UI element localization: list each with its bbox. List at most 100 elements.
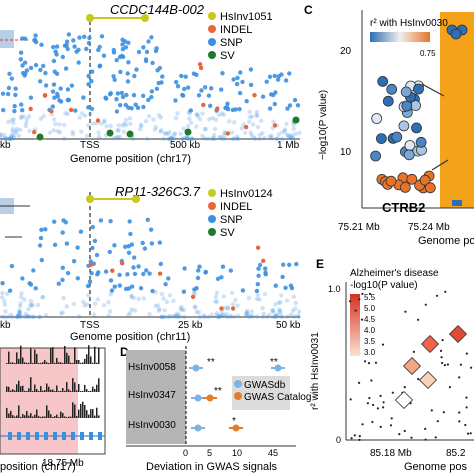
- snp-point: [286, 135, 292, 140]
- snp-point: [126, 40, 131, 45]
- snp-point: [38, 67, 43, 73]
- panel-d-xlabel: Deviation in GWAS signals: [146, 461, 278, 473]
- f-track-bar: [52, 347, 54, 364]
- panel-d: D HsInv0058 HsInv0347 HsInv0030 GWASdb G…: [120, 345, 311, 473]
- snp-point: [115, 134, 120, 140]
- e-snp-point: [389, 424, 393, 427]
- snp-point: [134, 67, 139, 72]
- snp-point: [86, 40, 92, 46]
- snp-point: [81, 95, 86, 100]
- snp-point: [97, 64, 102, 69]
- snp-point: [291, 126, 296, 132]
- snp-point: [57, 130, 63, 135]
- snp-point: [155, 303, 161, 308]
- snp-point: [216, 314, 222, 320]
- f-track-bar: [96, 407, 98, 418]
- snp-point: [167, 293, 173, 298]
- snp-point: [133, 102, 138, 107]
- e-snp-point: [353, 434, 356, 437]
- snp-point: [6, 119, 11, 125]
- snp-point: [209, 136, 215, 142]
- f-track-bar: [48, 386, 50, 392]
- e-snp-point: [403, 386, 406, 389]
- legend-a-sv-dot: [208, 51, 216, 59]
- panel-d-legend-catalog-dot: [234, 392, 242, 400]
- c-point: [386, 83, 398, 95]
- snp-point: [116, 123, 121, 128]
- snp-point: [132, 255, 137, 260]
- panel-d-xtick-10: 10: [232, 448, 242, 458]
- snp-point: [257, 297, 262, 302]
- snp-point: [76, 47, 81, 52]
- e-snp-point: [446, 363, 449, 366]
- snp-point: [217, 135, 222, 140]
- snp-point: [11, 135, 17, 141]
- f-track-bar: [84, 358, 86, 364]
- snp-point: [173, 98, 178, 103]
- snp-point: [89, 106, 95, 112]
- snp-point: [7, 136, 13, 142]
- snp-point: [172, 136, 177, 141]
- snp-point: [194, 112, 200, 117]
- e-snp-point: [412, 350, 415, 353]
- indel-point: [252, 93, 257, 98]
- snp-point: [63, 66, 69, 71]
- indel-point: [219, 306, 224, 311]
- snp-point: [231, 77, 236, 82]
- snp-point: [188, 120, 194, 125]
- snp-point: [273, 314, 278, 319]
- snp-point: [178, 131, 183, 136]
- f-track-bar: [68, 389, 70, 392]
- f-track-bar: [62, 363, 64, 364]
- indel-point: [190, 294, 196, 299]
- snp-point: [141, 45, 146, 50]
- e-snp-point: [366, 402, 369, 405]
- snp-point: [130, 284, 135, 289]
- snp-point: [115, 128, 120, 133]
- f-track-bar: [14, 363, 16, 364]
- snp-point: [182, 314, 187, 320]
- snp-point: [144, 49, 150, 55]
- snp-point: [51, 44, 56, 50]
- snp-point: [76, 314, 82, 319]
- e-legend-value: 5.5: [364, 293, 376, 302]
- snp-point: [114, 135, 120, 140]
- snp-point: [90, 69, 95, 74]
- snp-point: [267, 106, 273, 111]
- panel-c-colorbar: [370, 32, 430, 42]
- e-snp-point: [358, 381, 361, 384]
- snp-point: [263, 266, 268, 271]
- panel-e-xtick-2: 85.2: [446, 448, 466, 459]
- snp-point: [90, 245, 95, 251]
- snp-point: [147, 312, 152, 317]
- snp-point: [37, 314, 42, 320]
- f-track-bar: [38, 363, 40, 364]
- e-legend-value: 3.0: [364, 348, 376, 357]
- snp-point: [197, 117, 203, 122]
- panel-c-arrow-1: [421, 83, 445, 97]
- indel-point: [255, 245, 261, 250]
- e-snp-point: [424, 438, 427, 441]
- snp-point: [64, 304, 70, 309]
- snp-point: [273, 90, 278, 95]
- snp-point: [168, 136, 173, 141]
- snp-point: [96, 134, 102, 139]
- snp-point: [146, 97, 151, 103]
- f-track-bar: [62, 412, 64, 418]
- c-point: [371, 113, 383, 124]
- snp-point: [60, 230, 65, 235]
- snp-point: [179, 307, 185, 312]
- legend-b-indel: INDEL: [220, 201, 252, 213]
- snp-point: [292, 314, 297, 319]
- snp-point: [71, 301, 76, 307]
- f-track-bar: [40, 362, 42, 364]
- snp-point: [181, 289, 187, 294]
- f-track-bar: [40, 386, 42, 392]
- snp-point: [66, 32, 72, 37]
- snp-point: [38, 79, 43, 84]
- snp-point: [295, 103, 301, 108]
- snp-point: [178, 306, 183, 312]
- panel-d-cat-3: HsInv0030: [128, 420, 176, 431]
- f-track-bar: [24, 390, 26, 392]
- f-track-bar: [56, 385, 58, 392]
